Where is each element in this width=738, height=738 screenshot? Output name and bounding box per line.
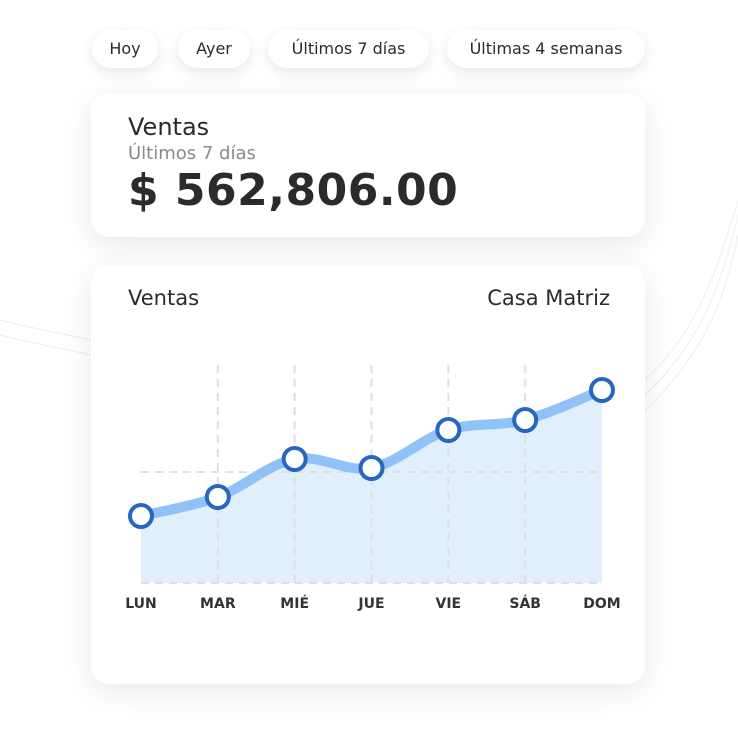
chart-title: Ventas bbox=[128, 286, 200, 310]
filter-last-4-weeks-button[interactable]: Últimas 4 semanas bbox=[447, 30, 645, 68]
data-point-marker[interactable] bbox=[128, 503, 154, 529]
x-tick-label: JUE bbox=[357, 596, 384, 612]
summary-title: Ventas bbox=[128, 113, 210, 141]
data-point-marker[interactable] bbox=[358, 455, 385, 481]
chart-area-fill bbox=[141, 390, 602, 583]
summary-amount: $ 562,806.00 bbox=[128, 165, 459, 216]
summary-period: Últimos 7 días bbox=[128, 143, 256, 164]
x-tick-label: SÁB bbox=[509, 595, 541, 612]
x-tick-label: VIE bbox=[436, 596, 462, 612]
chart-branch: Casa Matriz bbox=[487, 286, 610, 310]
data-point-marker[interactable] bbox=[435, 417, 462, 443]
x-tick-label: MIÉ bbox=[280, 595, 309, 612]
x-tick-label: LUN bbox=[125, 596, 157, 612]
filter-last-7-days-button[interactable]: Últimos 7 días bbox=[268, 30, 429, 68]
data-point-marker[interactable] bbox=[204, 484, 231, 510]
data-point-marker[interactable] bbox=[589, 377, 615, 403]
x-tick-label: MAR bbox=[200, 596, 236, 612]
data-point-marker[interactable] bbox=[281, 446, 308, 472]
data-point-marker[interactable] bbox=[512, 407, 539, 433]
filter-yesterday-button[interactable]: Ayer bbox=[178, 30, 250, 68]
x-tick-label: DOM bbox=[583, 596, 620, 612]
filter-today-button[interactable]: Hoy bbox=[92, 30, 158, 68]
sales-summary-card: Ventas Últimos 7 días $ 562,806.00 bbox=[91, 93, 645, 237]
